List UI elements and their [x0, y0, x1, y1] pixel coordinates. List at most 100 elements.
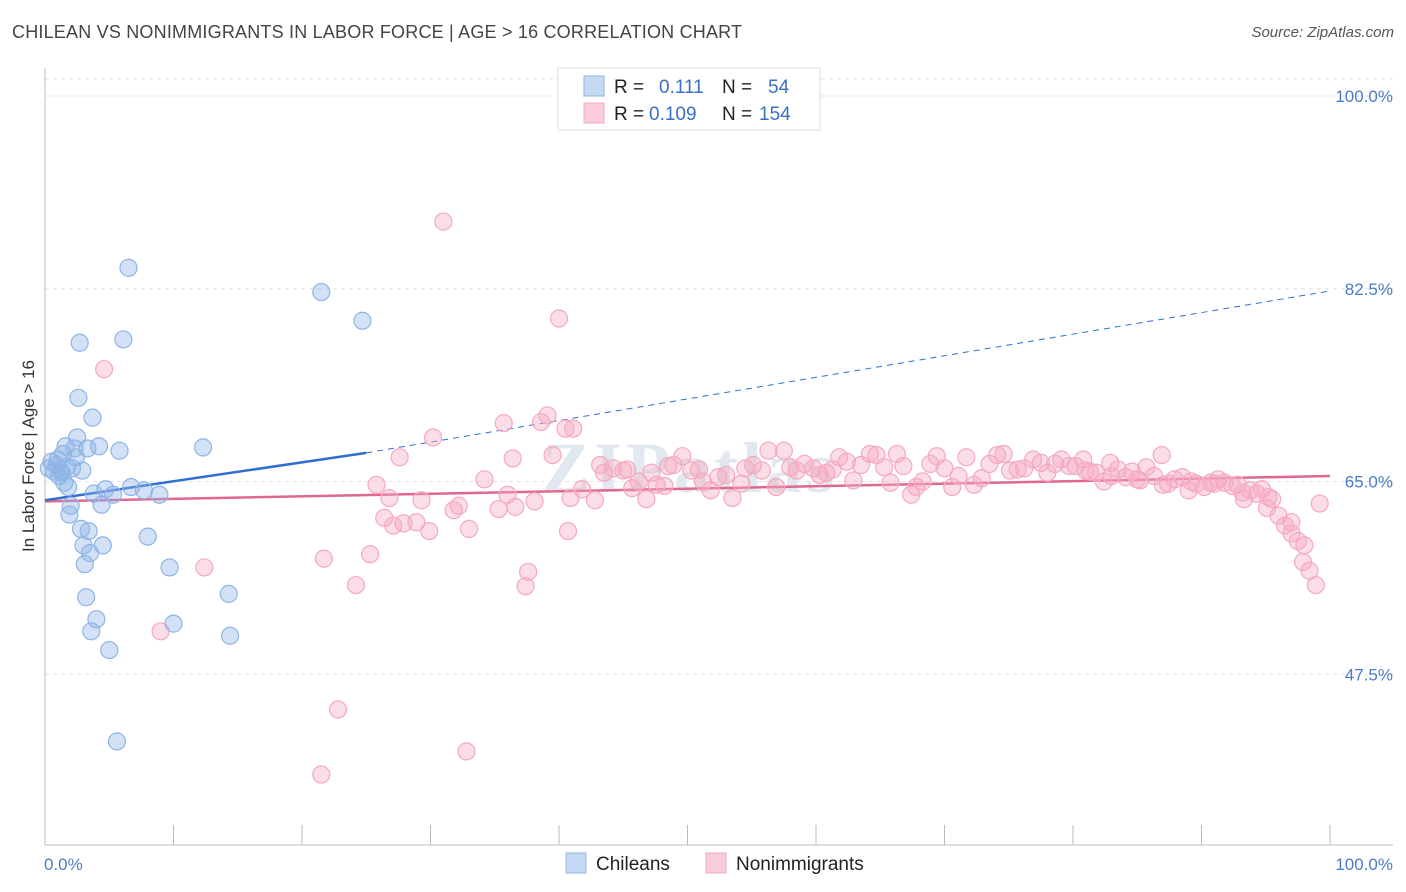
nonimmigrants-point-149: [1295, 536, 1314, 555]
nonimmigrants-point-151: [1233, 483, 1252, 502]
nonimmigrants-point-93: [943, 477, 962, 497]
nonimmigrants-point-37: [558, 521, 578, 541]
nonimmigrants-point-68: [767, 477, 786, 497]
nonimmigrants-point-6: [346, 575, 366, 595]
legend-n-label-1: N =: [722, 77, 752, 98]
nonimmigrants-point-31: [525, 492, 544, 511]
nonimmigrants-point-156: [1102, 466, 1121, 486]
chileans-point-32: [87, 610, 106, 629]
nonimmigrants-point-67: [759, 441, 778, 460]
y-tick-label-3: 47.5%: [1345, 665, 1393, 684]
nonimmigrants-point-4: [314, 549, 333, 568]
legend-n-value-2: 154: [759, 104, 791, 125]
nonimmigrants-point-22: [459, 519, 479, 538]
bottom-legend-chileans: Chileans: [596, 854, 670, 875]
y-tick-labels: 100.0% 82.5% 65.0% 47.5%: [1335, 87, 1393, 684]
chileans-point-39: [107, 732, 127, 751]
chileans-point-14: [61, 496, 80, 515]
nonimmigrants-point-49: [637, 490, 656, 509]
chileans-point-49: [193, 438, 213, 457]
nonimmigrants-point-41: [585, 491, 605, 510]
nonimmigrants-point-34: [543, 445, 562, 465]
grid-lines: [45, 78, 1393, 675]
nonimmigrants-point-12: [390, 448, 409, 467]
legend-swatch-nonimmigrants: [583, 102, 605, 124]
x-tick-min: 0.0%: [44, 855, 83, 874]
y-tick-label-0: 100.0%: [1335, 87, 1393, 106]
chileans-point-12: [59, 477, 78, 497]
nonimmigrants-point-48: [629, 472, 648, 491]
legend-r-value-2: 0.109: [649, 104, 697, 125]
nonimmigrants-point-146: [1306, 575, 1325, 595]
legend-swatch-chileans: [583, 75, 605, 97]
nonimmigrants-point-33: [538, 406, 557, 425]
nonimmigrants-point-153: [1182, 472, 1201, 491]
nonimmigrants-point-122: [1152, 445, 1171, 465]
nonimmigrants-point-16: [420, 521, 439, 541]
nonimmigrants-point-152: [1205, 474, 1224, 493]
nonimmigrants-point-79: [844, 471, 863, 490]
nonimmigrants-point-14: [407, 513, 426, 532]
nonimmigrants-trend-line: [44, 474, 1331, 503]
chileans-point-45: [138, 527, 157, 546]
nonimmigrants-point-102: [1008, 460, 1027, 479]
chileans-point-52: [312, 282, 331, 302]
nonimmigrants-point-81: [860, 444, 880, 464]
nonimmigrants-point-35: [549, 309, 569, 328]
chileans-point-30: [83, 408, 102, 427]
nonimmigrants-point-95: [957, 448, 976, 467]
nonimmigrants-point-29: [516, 577, 535, 596]
nonimmigrants-point-97: [972, 469, 991, 488]
legend-r-label-2: R =: [614, 104, 644, 125]
chileans-point-20: [70, 333, 89, 352]
chileans-point-53: [353, 311, 372, 330]
nonimmigrants-point-30: [519, 562, 538, 581]
chileans-point-33: [89, 437, 109, 456]
chileans-point-48: [164, 614, 183, 633]
nonimmigrants-point-25: [494, 414, 513, 433]
nonimmigrants-point-17: [423, 428, 443, 447]
nonimmigrants-point-99: [988, 445, 1007, 465]
nonimmigrants-point-62: [723, 488, 742, 508]
nonimmigrants-point-63: [732, 474, 751, 493]
y-tick-label-2: 65.0%: [1345, 473, 1393, 492]
nonimmigrants-point-55: [673, 447, 692, 466]
chileans-trend-line: [44, 451, 367, 502]
nonimmigrants-point-148: [1282, 513, 1301, 532]
y-axis-label: In Labor Force | Age > 16: [19, 360, 38, 552]
nonimmigrants-point-105: [1031, 453, 1050, 472]
y-tick-label-1: 82.5%: [1345, 280, 1393, 299]
chileans-point-35: [93, 536, 112, 555]
nonimmigrants-point-86: [894, 457, 913, 476]
watermark: ZIPatlas: [542, 428, 838, 508]
bottom-legend-swatch-nonimmigrants: [705, 852, 727, 874]
nonimmigrants-point-89: [913, 472, 932, 491]
chileans-point-27: [79, 521, 98, 541]
legend-n-label-2: N =: [722, 104, 752, 125]
nonimmigrants-point-157: [1076, 461, 1095, 480]
bottom-legend-nonimmigrants: Nonimmigrants: [736, 854, 864, 875]
nonimmigrants-point-3: [312, 765, 331, 784]
chart-title: CHILEAN VS NONIMMIGRANTS IN LABOR FORCE …: [12, 22, 743, 42]
nonimmigrants-point-0: [95, 360, 114, 379]
nonimmigrants-point-36: [556, 419, 575, 438]
nonimmigrants-point-150: [1259, 487, 1278, 507]
nonimmigrants-point-147: [1310, 494, 1329, 513]
nonimmigrants-point-83: [875, 458, 894, 477]
bottom-legend: Chileans Nonimmigrants: [565, 852, 864, 875]
chileans-point-47: [160, 558, 179, 577]
chileans-point-44: [134, 481, 154, 500]
legend-r-value-1: 0.111: [659, 77, 704, 98]
nonimmigrants-point-32: [531, 412, 551, 432]
nonimmigrants-point-28: [506, 497, 525, 516]
nonimmigrants-point-8: [367, 475, 386, 494]
data-points: [39, 212, 1329, 784]
chileans-point-22: [73, 461, 92, 480]
nonimmigrants-point-94: [949, 466, 968, 486]
chart-source: Source: ZipAtlas.com: [1251, 24, 1394, 41]
nonimmigrants-point-21: [457, 742, 476, 761]
nonimmigrants-point-116: [1108, 460, 1128, 479]
bottom-legend-swatch-chileans: [565, 852, 587, 874]
nonimmigrants-point-13: [394, 514, 413, 533]
